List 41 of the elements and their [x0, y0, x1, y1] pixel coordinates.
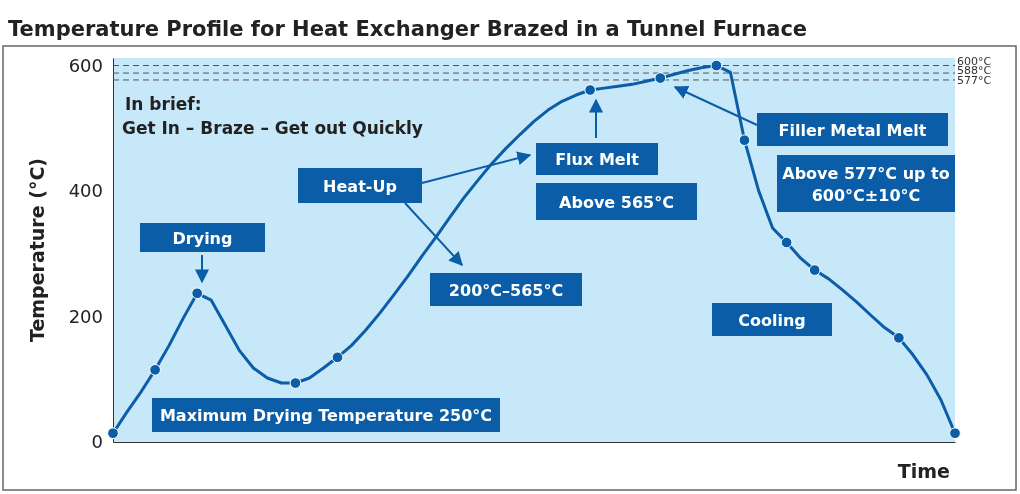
point: [808, 264, 821, 276]
callout-box: Flux Melt: [536, 143, 658, 175]
callout-box: Above 577°C up to 600°C±10°C: [777, 155, 955, 212]
point: [289, 377, 302, 389]
annotation: Get In – Braze – Get out Quickly: [122, 118, 423, 138]
annotation: In brief:: [125, 94, 202, 114]
annotation: Flux Melt: [555, 150, 640, 169]
annotation: Heat-Up: [323, 176, 397, 196]
callout-box: Above 565°C: [536, 183, 697, 220]
y-tick-label: 400: [68, 180, 103, 202]
callout-box: 200°C–565°C: [430, 273, 582, 306]
callout-box: Drying: [140, 223, 265, 252]
annotation: Maximum Drying Temperature 250°C: [159, 406, 493, 425]
annotation: Cooling: [738, 310, 806, 330]
y-tick-label: 600: [68, 54, 103, 76]
point: [780, 236, 793, 249]
annotation: Filler Metal Melt: [778, 120, 927, 140]
annotation: 200°C–565°C: [448, 280, 564, 300]
annotation: Above 565°C: [559, 192, 674, 212]
callout-box: Filler Metal Melt: [757, 113, 948, 146]
point: [331, 351, 344, 364]
point: [654, 72, 667, 84]
annotation: Above 577°C up to 600°C±10°C: [782, 163, 950, 205]
y-tick-label: 0: [91, 431, 103, 453]
callout-box: Maximum Drying Temperature 250°C: [152, 398, 500, 432]
callout-box: Cooling: [712, 303, 832, 336]
point: [584, 84, 596, 96]
y-axis-title: Temperature (°C): [26, 157, 48, 343]
point: [191, 287, 204, 300]
point: [893, 332, 905, 344]
y-tick-label: 200: [68, 305, 103, 327]
ref-line-label: 577°C: [957, 73, 992, 87]
point: [149, 364, 161, 376]
point: [738, 134, 751, 147]
point: [710, 59, 723, 72]
x-axis-title: Time: [897, 460, 950, 482]
chart-title: Temperature Profile for Heat Exchanger Brazed in a Tunnel Furnace: [8, 17, 808, 41]
point: [107, 427, 119, 440]
point: [949, 427, 961, 440]
callout-box: Heat-Up: [298, 168, 422, 203]
annotation: Drying: [172, 228, 233, 248]
